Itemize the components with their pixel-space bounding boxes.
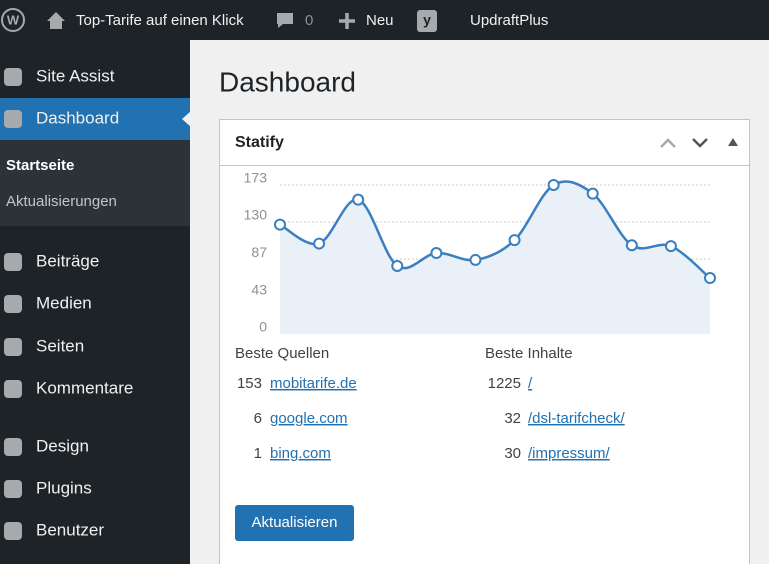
point	[313, 237, 326, 250]
active-arrow	[182, 111, 191, 127]
menu-icon	[4, 338, 22, 356]
site-name[interactable]: Top-Tarife auf einen Klick	[76, 12, 244, 29]
submenu-item[interactable]: Aktualisierungen	[6, 193, 117, 210]
refresh-button-label: Aktualisieren	[252, 514, 338, 531]
page-title: Dashboard	[219, 66, 356, 97]
point	[430, 247, 443, 260]
menu-icon	[4, 480, 22, 498]
point	[391, 259, 404, 272]
y-tick-label: 0	[259, 319, 267, 335]
menu-icon	[4, 68, 22, 86]
area	[280, 181, 710, 334]
yoast-y: y	[423, 12, 431, 28]
comment-icon	[277, 13, 293, 28]
wp-logo-w: W	[7, 12, 20, 27]
admin-bar	[0, 0, 769, 40]
y-tick-label: 130	[244, 207, 268, 223]
menu-item[interactable]: Kommentare	[36, 378, 133, 397]
link[interactable]: mobitarife.de	[270, 375, 357, 392]
point	[547, 179, 560, 191]
link[interactable]: google.com	[270, 410, 348, 427]
link[interactable]: bing.com	[270, 445, 331, 462]
widget	[219, 119, 750, 564]
point	[625, 239, 638, 252]
point	[274, 218, 286, 231]
point	[664, 240, 677, 253]
menu-item[interactable]: Medien	[36, 293, 92, 312]
list-heading: Beste Quellen	[235, 345, 329, 362]
count: 6	[254, 410, 262, 427]
yoast-icon[interactable]	[417, 10, 437, 32]
submenu-bg	[0, 140, 190, 226]
point	[704, 272, 716, 285]
new-link[interactable]: Neu	[366, 12, 394, 29]
link[interactable]: /impressum/	[528, 445, 611, 462]
count: 32	[504, 410, 521, 427]
point	[508, 234, 521, 247]
count: 1225	[488, 375, 521, 392]
move-down[interactable]	[692, 138, 708, 148]
menu-icon	[4, 438, 22, 456]
active-menu-bg	[0, 98, 190, 140]
menu-icon	[4, 295, 22, 313]
move-up[interactable]	[660, 138, 676, 148]
link[interactable]: /	[528, 375, 533, 392]
widget-title: Statify	[235, 134, 284, 151]
point	[352, 193, 365, 206]
y-tick-label: 173	[244, 170, 268, 186]
point	[469, 253, 482, 266]
toggle[interactable]	[728, 138, 738, 146]
list-heading: Beste Inhalte	[485, 345, 573, 362]
y-tick-label: 43	[251, 282, 267, 298]
home-icon	[47, 12, 65, 29]
menu-icon	[4, 522, 22, 540]
link[interactable]: /dsl-tarifcheck/	[528, 410, 626, 427]
menu-item[interactable]: Dashboard	[36, 108, 119, 127]
count: 153	[237, 375, 262, 392]
menu-item[interactable]: Plugins	[36, 478, 92, 497]
menu-item[interactable]: Site Assist	[36, 66, 115, 85]
menu-item[interactable]: Seiten	[36, 336, 84, 355]
comment-count[interactable]: 0	[305, 12, 313, 29]
plus-icon	[339, 13, 355, 29]
menu-icon	[4, 110, 22, 128]
point	[586, 187, 599, 200]
count: 1	[254, 445, 262, 462]
menu-icon	[4, 380, 22, 398]
refresh-button[interactable]	[235, 505, 354, 541]
y-tick-label: 87	[251, 244, 267, 260]
chart: 0 43 87 130 173	[244, 170, 716, 335]
wp-logo[interactable]	[1, 8, 25, 32]
plugin-link[interactable]: UpdraftPlus	[470, 12, 548, 29]
menu-icon	[4, 253, 22, 271]
count: 30	[504, 445, 521, 462]
menu-item[interactable]: Benutzer	[36, 520, 104, 539]
submenu-item[interactable]: Startseite	[6, 157, 74, 174]
menu-item[interactable]: Beiträge	[36, 251, 99, 270]
menu-item[interactable]: Design	[36, 436, 89, 455]
